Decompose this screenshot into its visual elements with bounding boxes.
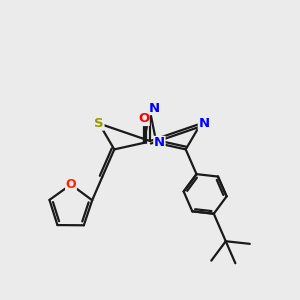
Text: O: O xyxy=(138,112,149,125)
Text: N: N xyxy=(198,117,209,130)
Text: N: N xyxy=(149,101,160,115)
Text: S: S xyxy=(94,117,104,130)
Text: O: O xyxy=(66,178,76,191)
Text: N: N xyxy=(154,136,165,149)
